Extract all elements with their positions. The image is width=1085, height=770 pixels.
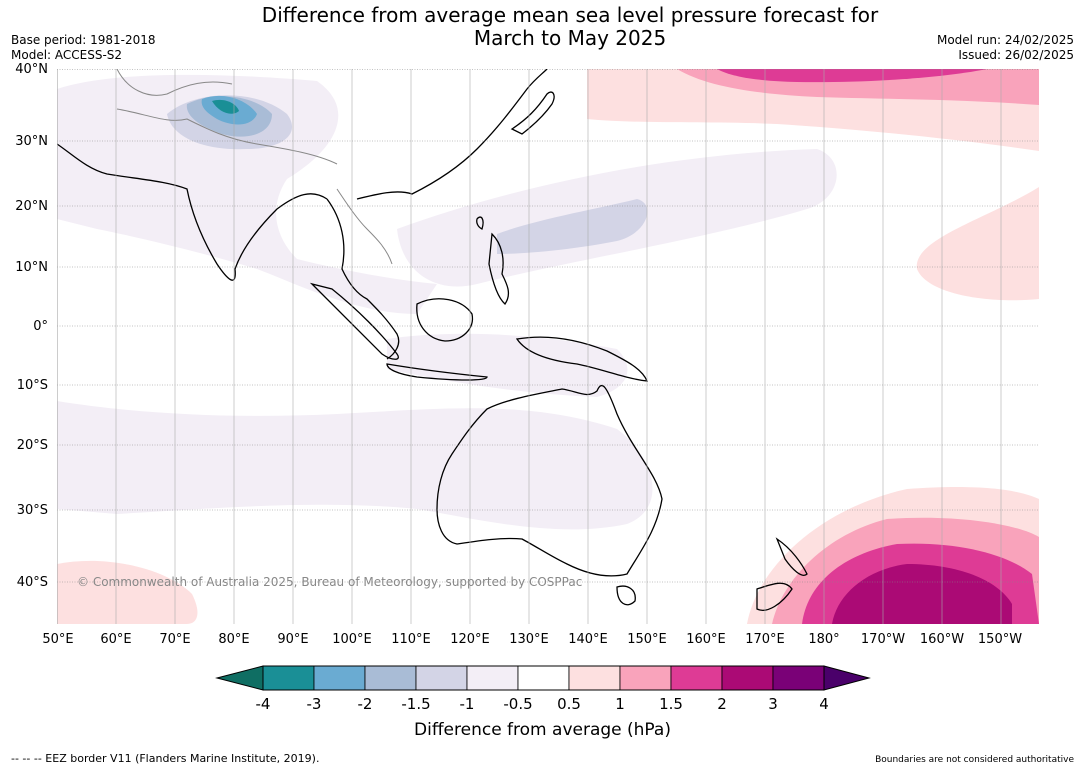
coast-china [356, 69, 548, 200]
colorbar-cell [772, 665, 825, 691]
coast-borneo [416, 298, 474, 342]
coast-philippines [488, 232, 510, 305]
colorbar-tick: -2 [357, 695, 373, 713]
border-indochina [336, 188, 393, 265]
lon-label-150e: 150°E [627, 632, 667, 647]
coast-arabia-india [57, 143, 328, 281]
anomaly-region-tasman-core [832, 564, 1012, 624]
lat-label-20s: 20°S [16, 438, 48, 453]
colorbar-cells [262, 665, 825, 691]
coast-java [386, 363, 488, 381]
boundaries-disclaimer: Boundaries are not considered authoritat… [875, 755, 1074, 765]
anomaly-region-maritime [387, 333, 628, 397]
country-borders [116, 69, 393, 265]
base-period: Base period: 1981-2018 [11, 33, 156, 47]
lat-label-30s: 30°S [16, 503, 48, 518]
meta-right: Model run: 24/02/2025 Issued: 26/02/2025 [937, 33, 1074, 63]
anomaly-region-north-pacific-strong [717, 69, 987, 83]
lon-label-170w: 170°W [860, 632, 906, 647]
eez-legend-note: -- -- -- EEZ border V11 (Flanders Marine… [11, 752, 320, 765]
lat-label-10n: 10°N [15, 260, 48, 275]
title-line-1: Difference from average mean sea level p… [261, 3, 879, 27]
colorbar-tick: -4 [255, 695, 271, 713]
colorbar [215, 665, 871, 691]
lat-label-30n: 30°N [15, 134, 48, 149]
border-south-asia [116, 108, 338, 165]
coast-new-zealand [756, 537, 808, 611]
colorbar-cell [364, 665, 417, 691]
colorbar-tick: -1 [459, 695, 475, 713]
colorbar-cell [568, 665, 621, 691]
lon-label-160e: 160°E [686, 632, 726, 647]
colorbar-tick: 0.5 [557, 695, 581, 713]
colorbar-tick: 3 [768, 695, 778, 713]
anomaly-region-tibet-core [212, 99, 239, 114]
colorbar-tick: 1 [615, 695, 625, 713]
model-name: Model: ACCESS-S2 [11, 48, 123, 62]
lon-label-150w: 150°W [977, 632, 1023, 647]
lon-label-170e: 170°E [745, 632, 785, 647]
colorbar-tick: -3 [306, 695, 322, 713]
lat-label-20n: 20°N [15, 199, 48, 214]
anomaly-region-south-indian [57, 560, 198, 624]
colorbar-tick: 4 [819, 695, 829, 713]
coast-japan [510, 91, 555, 135]
meridians [57, 69, 1002, 624]
colorbar-cell [517, 665, 570, 691]
pressure-anomaly-map [57, 69, 1039, 624]
title-line-2: March to May 2025 [473, 26, 667, 50]
colorbar-label: Difference from average (hPa) [414, 720, 671, 740]
coast-taiwan [476, 216, 484, 230]
anomaly-shading [57, 69, 1039, 624]
colorbar-tick: -1.5 [401, 695, 431, 713]
lon-label-50e: 50°E [42, 632, 74, 647]
lon-label-60e: 60°E [100, 632, 132, 647]
gridlines [57, 69, 1039, 583]
lon-label-180: 180° [808, 632, 840, 647]
colorbar-cell [619, 665, 672, 691]
lon-label-160w: 160°W [919, 632, 965, 647]
colorbar-cell [313, 665, 366, 691]
lon-label-80e: 80°E [218, 632, 250, 647]
colorbar-cell [262, 665, 315, 691]
anomaly-region-pacific-core [497, 199, 648, 254]
colorbar-cell [415, 665, 468, 691]
anomaly-region-asia [57, 74, 437, 315]
lon-label-130e: 130°E [509, 632, 549, 647]
lon-label-140e: 140°E [568, 632, 608, 647]
coast-australia [436, 385, 663, 577]
lon-label-110e: 110°E [391, 632, 431, 647]
coast-tasmania [616, 585, 636, 606]
colorbar-cell [670, 665, 723, 691]
lat-label-10s: 10°S [16, 378, 48, 393]
colorbar-cell [466, 665, 519, 691]
page-title: Difference from average mean sea level p… [0, 4, 1085, 50]
lat-label-40s: 40°S [16, 575, 48, 590]
meta-left: Base period: 1981-2018 Model: ACCESS-S2 [11, 33, 156, 63]
colorbar-tick: 2 [717, 695, 727, 713]
colorbar-outline [262, 665, 825, 691]
issued-date: Issued: 26/02/2025 [958, 48, 1074, 62]
lon-label-90e: 90°E [277, 632, 309, 647]
colorbar-tick: -0.5 [503, 695, 533, 713]
lon-label-70e: 70°E [159, 632, 191, 647]
copyright-notice: © Commonwealth of Australia 2025, Bureau… [77, 575, 583, 589]
coastlines [57, 69, 808, 611]
model-run: Model run: 24/02/2025 [936, 33, 1074, 47]
anomaly-region-indian-ocean [57, 401, 653, 530]
colorbar-under-arrow [215, 665, 264, 691]
coast-indochina [326, 198, 400, 360]
colorbar-tick: 1.5 [659, 695, 683, 713]
lat-label-0: 0° [33, 319, 48, 334]
colorbar-over-arrow [823, 665, 871, 691]
border-central-asia [116, 69, 233, 96]
colorbar-cell [721, 665, 774, 691]
coast-sumatra [309, 282, 399, 360]
lon-label-120e: 120°E [450, 632, 490, 647]
lat-label-40n: 40°N [15, 62, 48, 77]
lon-label-100e: 100°E [332, 632, 372, 647]
anomaly-region-east-pacific [916, 187, 1039, 301]
